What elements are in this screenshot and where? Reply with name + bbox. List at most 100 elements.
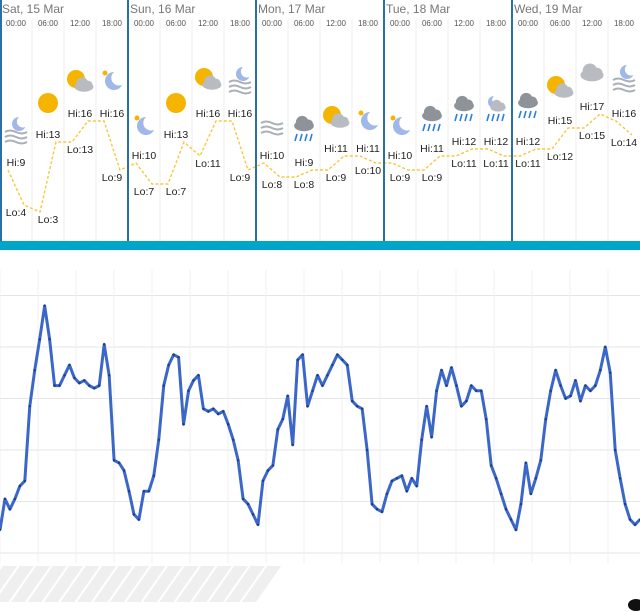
time-label: 12:00 (582, 19, 603, 28)
point (559, 384, 562, 387)
point (455, 384, 458, 387)
time-label: 00:00 (134, 19, 155, 28)
lo-label: Lo:9 (390, 172, 411, 184)
x-label-blur (60, 566, 100, 602)
hi-label: Hi:13 (164, 129, 189, 141)
star (390, 115, 396, 121)
lo-label: Lo:13 (67, 144, 93, 156)
point (633, 523, 637, 526)
point (217, 412, 220, 416)
time-label: 00:00 (262, 19, 283, 28)
point (286, 394, 289, 398)
point (137, 518, 141, 521)
day-label: Sun, 16 Mar (130, 2, 195, 16)
fog-line (4, 134, 28, 140)
point (579, 399, 582, 403)
fog-line (260, 125, 284, 131)
point (117, 461, 121, 465)
day-label: Wed, 19 Mar (514, 2, 582, 16)
point (370, 502, 374, 506)
x-label-blur (241, 566, 282, 602)
weather-icon (323, 106, 350, 128)
weather-icon (67, 70, 94, 92)
weather-icon (260, 120, 284, 136)
point (331, 363, 334, 367)
point (480, 389, 483, 392)
x-label-blur (175, 566, 216, 602)
hi-label: Hi:15 (548, 115, 573, 127)
point (470, 384, 473, 387)
rain-drop (309, 133, 313, 142)
moon-cut (624, 63, 637, 76)
x-label-blur (142, 566, 183, 602)
hi-label: Hi:16 (228, 108, 253, 120)
time-label: 12:00 (326, 19, 347, 28)
hi-label: Hi:16 (68, 108, 93, 120)
lo-label: Lo:11 (451, 158, 477, 170)
rain-drop (437, 123, 441, 132)
cloud (564, 86, 573, 96)
time-label: 12:00 (70, 19, 91, 28)
lo-label: Lo:9 (326, 172, 347, 184)
point (514, 528, 518, 532)
time-label: 06:00 (294, 19, 315, 28)
point (192, 379, 195, 382)
lo-label: Lo:11 (515, 158, 541, 170)
rain-drop (496, 113, 500, 122)
fog-line (260, 130, 284, 136)
series-line (0, 304, 640, 532)
weather-icon (390, 115, 415, 135)
point (3, 497, 7, 501)
cloud (498, 102, 505, 110)
point (212, 407, 215, 410)
fog-line (228, 84, 252, 90)
rain-drop (432, 123, 436, 132)
point (628, 518, 632, 521)
hi-label: Hi:12 (484, 136, 509, 148)
fog-line (612, 87, 636, 93)
hi-label: Hi:9 (295, 157, 314, 169)
point (544, 417, 547, 421)
point (13, 497, 17, 501)
time-label: 00:00 (518, 19, 539, 28)
hi-label: Hi:11 (356, 143, 380, 155)
lo-label: Lo:11 (483, 158, 509, 170)
point (152, 474, 155, 477)
point (415, 484, 418, 488)
point (311, 389, 314, 392)
hi-label: Hi:13 (36, 129, 61, 141)
point (460, 405, 463, 408)
fog-line (260, 120, 284, 126)
time-label: 18:00 (230, 19, 251, 28)
point (241, 497, 245, 501)
point (83, 379, 86, 382)
point (450, 366, 453, 369)
point (281, 417, 284, 421)
rain-drop (501, 113, 505, 122)
temperature-line (7, 113, 633, 213)
cloud (84, 80, 93, 90)
weather-icon (580, 63, 604, 82)
point (529, 492, 533, 495)
divider-bar (0, 241, 640, 250)
point (584, 384, 587, 387)
point (88, 384, 91, 387)
rain-drop (304, 133, 308, 142)
rain-drop (469, 113, 473, 122)
cloud (592, 67, 603, 79)
cloud (340, 116, 349, 126)
point (8, 508, 12, 511)
point (162, 384, 165, 387)
time-label: 06:00 (550, 19, 571, 28)
point (207, 410, 210, 413)
x-label-blur (159, 566, 199, 602)
cloud (304, 119, 313, 129)
star (358, 110, 364, 116)
point (23, 479, 27, 483)
moon-cut (399, 115, 415, 131)
point (68, 363, 71, 367)
point (435, 389, 438, 392)
point (336, 353, 339, 356)
point (341, 358, 344, 362)
point (410, 477, 413, 480)
